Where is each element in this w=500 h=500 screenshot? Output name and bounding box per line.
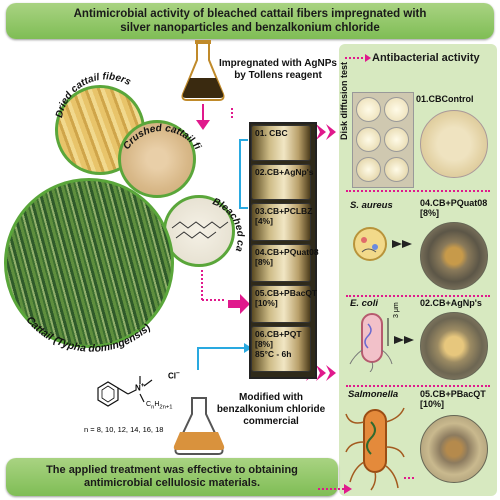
control-label: 01.CBControl [416, 94, 474, 104]
sample-tube-3: 03.CB+PCLBZ [4%] [251, 203, 313, 241]
bac-label: Modified with benzalkonium chloride comm… [206, 392, 336, 428]
n-values: n = 8, 10, 12, 14, 16, 18 [84, 425, 164, 434]
cl-symbol: Cl [168, 371, 176, 381]
cattail-plant-image [4, 178, 174, 348]
e-coli-cell-icon [349, 313, 414, 372]
conclusion-arrow-icon [318, 484, 352, 494]
e-coli-result: 02.CB+AgNp's [420, 298, 482, 308]
s-aureus-result-1: 04.CB+PQuat08 [420, 198, 488, 208]
separator-2 [346, 295, 490, 297]
cl-charge: − [176, 370, 180, 377]
sample-tube-2: 02.CB+AgNp's [251, 164, 314, 200]
title-banner: Antimicrobial activity of bleached catta… [6, 3, 494, 39]
salmonella-result: 05.CB+PBacQT [10%] [420, 389, 486, 409]
agnp-line-2: by Tollens reagent [234, 70, 322, 81]
chain-c: C [146, 401, 152, 408]
chain-c-sub: n [151, 404, 155, 411]
chain-h-sub: 2n+1 [159, 404, 173, 411]
conclusion-line-1: The applied treatment was effective to o… [46, 464, 298, 476]
sample-tube-6: 06.CB+PQT [8%] 85°C - 6h [251, 326, 311, 372]
cellulose-structure-icon [171, 221, 229, 239]
s-aureus-label: S. aureus [350, 200, 393, 211]
salmonella-result-2: [10%] [420, 399, 445, 409]
plate-1 [356, 97, 381, 122]
sample-6-label: 06.CB+PQT [255, 329, 302, 339]
title-line-2: silver nanoparticles and benzalkonium ch… [120, 22, 380, 34]
antibacterial-title: Antibacterial activity [372, 52, 480, 64]
e-coli-label: E. coli [350, 298, 378, 309]
bac-line-2: benzalkonium chloride [216, 404, 326, 415]
separator-3 [346, 385, 490, 387]
agnp-flask-icon [181, 40, 225, 101]
sample-4-conc: [8%] [255, 257, 273, 267]
agnp-label: Impregnated with AgNPs by Tollens reagen… [208, 58, 348, 82]
bac-flask-icon [173, 397, 225, 455]
sample-1-label: 01. CBC [255, 128, 288, 138]
benzalkonium-structure-icon [97, 376, 153, 407]
alkyl-chain: CnH2n+1 [146, 401, 173, 410]
plate-3 [356, 127, 381, 152]
sample-3-conc: [4%] [255, 216, 273, 226]
chain-h: H [154, 401, 160, 408]
s-aureus-result: 04.CB+PQuat08 [8%] [420, 198, 487, 218]
conclusion-banner: The applied treatment was effective to o… [6, 458, 338, 496]
sample-6-conc: [8%] [255, 339, 273, 349]
n-plus: N+ [135, 382, 145, 393]
chloride-ion: Cl− [168, 370, 180, 381]
sample-tube-4: 04.CB+PQuat08 [8%] [251, 244, 319, 282]
salmonella-dish [420, 415, 488, 483]
sample-tube-1: 01. CBC [251, 125, 311, 161]
salmonella-label: Salmonella [348, 389, 399, 400]
s-aureus-cell-icon [353, 227, 412, 261]
sample-tube-5: 05.CB+PBacQT [10%] [251, 285, 318, 323]
disk-plates [352, 92, 414, 188]
blue-arrow-icon [244, 343, 252, 353]
n-symbol: N [135, 383, 141, 393]
sample-5-conc: [10%] [255, 298, 278, 308]
sample-2-label: 02.CB+AgNp's [255, 167, 314, 177]
crushed-fibers-image [118, 120, 196, 198]
e-coli-dish [420, 312, 488, 380]
bac-line-1: Modified with [239, 392, 303, 403]
title-line-1: Antimicrobial activity of bleached catta… [73, 8, 427, 20]
salmonella-result-1: 05.CB+PBacQT [420, 389, 486, 399]
title-arrow-icon [345, 54, 371, 62]
salmonella-cell-icon [345, 407, 416, 491]
agnp-line-1: Impregnated with AgNPs [219, 58, 337, 69]
sample-5-label: 05.CB+PBacQT [255, 288, 318, 298]
plate-2 [384, 97, 409, 122]
sample-3-label: 03.CB+PCLBZ [255, 206, 313, 216]
n-charge: + [140, 382, 145, 389]
plate-4 [384, 127, 409, 152]
s-aureus-dish [420, 222, 488, 290]
sample-6-condition: 85°C - 6h [255, 349, 292, 359]
plate-6 [384, 157, 409, 182]
control-dish [420, 110, 488, 178]
sample-4-label: 04.CB+PQuat08 [255, 247, 319, 257]
s-aureus-result-2: [8%] [420, 208, 440, 218]
separator-1 [346, 190, 490, 192]
plate-5 [356, 157, 381, 182]
conclusion-line-2: antimicrobial cellulosic materials. [83, 477, 261, 489]
bac-line-3: commercial [243, 416, 299, 427]
pink-arrow-icon [228, 294, 250, 314]
